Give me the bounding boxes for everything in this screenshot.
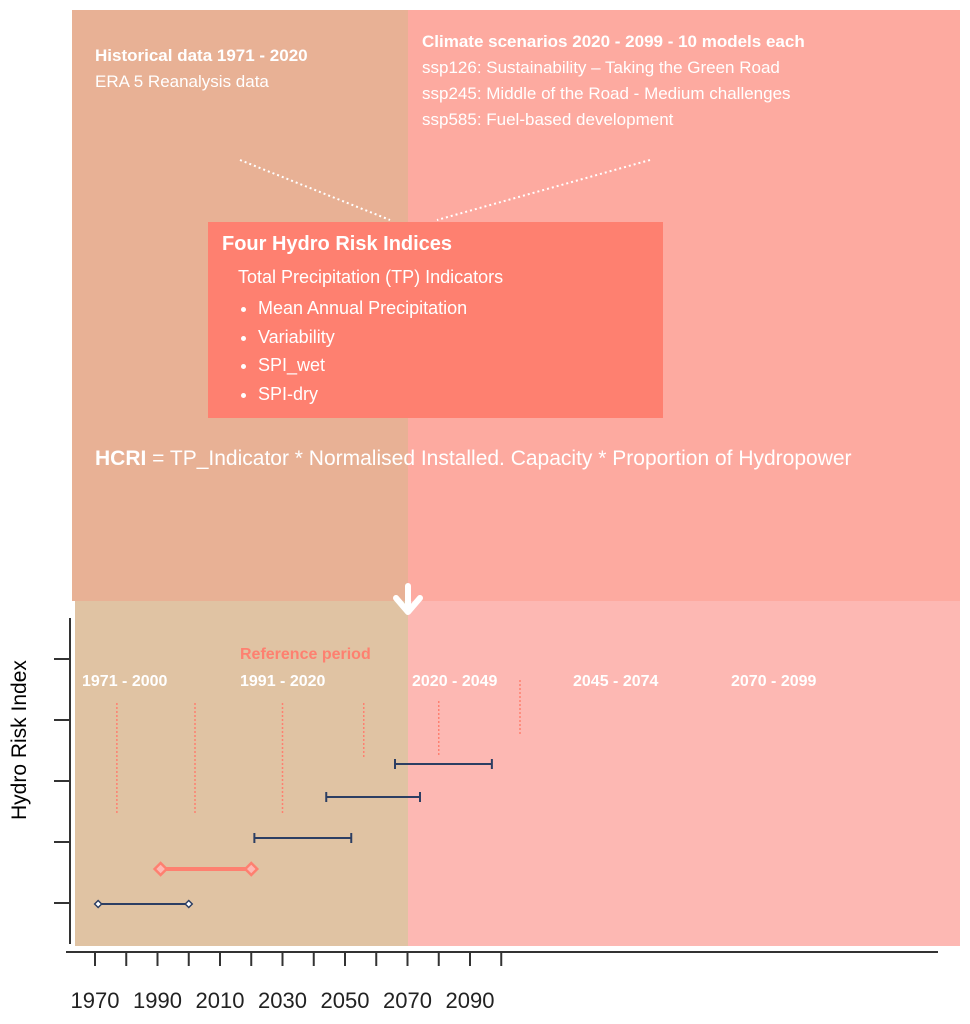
connector-scenarios (436, 159, 651, 221)
period-label-2045-2074: 2045 - 2074 (573, 673, 659, 690)
hcri-label: HCRI (95, 447, 147, 470)
reference-interval-endpoint (243, 861, 260, 877)
period-label-2020-2049: 2020 - 2049 (412, 673, 498, 690)
down-arrow-icon (393, 583, 423, 615)
period-midpoint-markers (116, 680, 521, 815)
x-tick-label: 1970 (70, 988, 120, 1013)
x-tick-label: 2010 (195, 988, 245, 1013)
index-item: SPI_wet (258, 351, 467, 380)
interval-endpoint (184, 899, 194, 909)
indices-subtitle: Total Precipitation (TP) Indicators (238, 267, 504, 287)
scenario-ssp126: ssp126: Sustainability – Taking the Gree… (422, 58, 780, 77)
index-item: Mean Annual Precipitation (258, 294, 467, 323)
x-tick-label: 2030 (258, 988, 307, 1013)
x-tick-label: 2050 (320, 988, 370, 1013)
hcri-expression: = TP_Indicator * Normalised Installed. C… (146, 447, 852, 470)
interval-endpoint (93, 899, 103, 909)
hcri-formula: HCRI = TP_Indicator * Normalised Install… (95, 447, 852, 471)
historical-title: Historical data 1971 - 2020 (95, 46, 308, 65)
reference-interval-endpoint (152, 861, 169, 877)
reference-period-label: Reference period (240, 646, 371, 663)
scenario-timeline-band (408, 601, 960, 946)
hydro-risk-indices-box: Four Hydro Risk Indices Total Precipitat… (208, 222, 663, 418)
index-item: Variability (258, 323, 467, 352)
historical-timeline-band (75, 601, 408, 946)
x-tick-label: 2070 (383, 988, 432, 1013)
period-label-1971-2000: 1971 - 2000 (82, 673, 168, 690)
x-ticks (94, 952, 503, 966)
period-label-1991-2020: 1991 - 2020 (240, 673, 326, 690)
scenarios-title: Climate scenarios 2020 - 2099 - 10 model… (422, 32, 805, 51)
period-intervals (93, 759, 493, 909)
scenario-ssp585: ssp585: Fuel-based development (422, 110, 674, 129)
historical-source: ERA 5 Reanalysis data (95, 72, 269, 91)
connector-historical (239, 159, 391, 221)
scenario-ssp245: ssp245: Middle of the Road - Medium chal… (422, 84, 791, 103)
indices-list: Mean Annual Precipitation Variability SP… (234, 294, 467, 408)
x-tick-label: 1990 (133, 988, 182, 1013)
index-item: SPI-dry (258, 380, 467, 409)
x-tick-label: 2090 (445, 988, 495, 1013)
y-ticks (54, 658, 70, 904)
period-label-2070-2099: 2070 - 2099 (731, 673, 817, 690)
indices-title: Four Hydro Risk Indices (222, 233, 453, 255)
